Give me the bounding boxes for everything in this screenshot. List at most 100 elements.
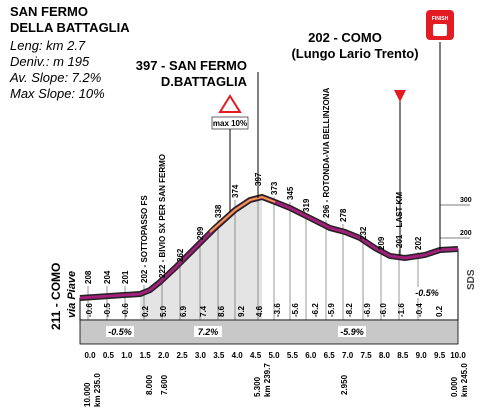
last-km-flag: [394, 90, 406, 102]
distance-label: km 239.7: [263, 363, 272, 397]
slope-label: -6.0: [379, 303, 388, 317]
slope-label: 9.2: [237, 305, 246, 317]
labels: 208 204 201 202 - SOTTOPASSO FS 222 - BIVIO …: [83, 88, 469, 407]
finish-icon-inner: [433, 24, 447, 36]
slope-label: -0.6: [121, 303, 130, 317]
slope-label: 0.2: [435, 305, 444, 317]
slope-label: -8.2: [345, 303, 354, 317]
title: SAN FERMO: [10, 4, 88, 19]
km-label: 1.0: [121, 351, 133, 360]
stat: Deniv.: m 195: [10, 54, 90, 69]
average-label: -5.9%: [340, 327, 364, 337]
distance-label: 10.000: [83, 382, 92, 407]
profile-highlight: [209, 195, 276, 233]
altitude-label: 345: [286, 186, 295, 200]
altitude-label: 202 - SOTTOPASSO FS: [140, 195, 149, 283]
finish-label: 202 - COMO: [308, 30, 382, 45]
average-box: [338, 326, 366, 337]
start-label: 211 - COMO: [49, 263, 63, 330]
km-label: 2.5: [176, 351, 188, 360]
distance-label: 8.000: [145, 374, 154, 395]
altitude-label: 209: [377, 236, 386, 250]
km-label: 6.0: [305, 351, 317, 360]
altitude-label: 397: [254, 172, 263, 186]
stat: Av. Slope: 7.2%: [9, 70, 101, 85]
slope-label: -5.6: [291, 303, 300, 317]
slope-label: -5.9: [327, 303, 336, 317]
altitude-label: 262: [176, 248, 185, 262]
slope-label: 0.2: [141, 305, 150, 317]
altitude-label: 204: [103, 270, 112, 284]
summit-label: 397 - SAN FERMO: [136, 58, 247, 73]
altitude-label: 201: [121, 270, 130, 284]
altitude-label: 373: [270, 181, 279, 195]
km-label: 0.5: [103, 351, 115, 360]
km-label: 5.0: [268, 351, 280, 360]
km-label: 8.5: [397, 351, 409, 360]
slope-label: 6.9: [179, 305, 188, 317]
profile-line: [79, 195, 459, 300]
km-label: 3.0: [195, 351, 207, 360]
km-label: 4.0: [232, 351, 244, 360]
distance-label: 7.600: [160, 374, 169, 395]
stat: Leng: km 2.7: [10, 38, 86, 53]
slope-label: -6.9: [363, 303, 372, 317]
average-label: 7.2%: [198, 327, 219, 337]
max-slope-box: [211, 116, 249, 130]
title: DELLA BATTAGLIA: [10, 20, 130, 35]
altitude-label: 208: [84, 270, 93, 284]
slope-label: 4.6: [255, 305, 264, 317]
km-label: 1.5: [140, 351, 152, 360]
average-label: -0.5%: [108, 327, 132, 337]
altitude-label: 232: [359, 226, 368, 240]
altitude-label: 319: [302, 198, 311, 212]
distance-label: 2.950: [340, 374, 349, 395]
km-label: 3.5: [213, 351, 225, 360]
altitude-label: 296 - ROTONDA-VIA BELLINZONA: [322, 88, 331, 218]
average-box: [194, 326, 222, 337]
slope-label: -0.5: [103, 303, 112, 317]
altitude-label: 374: [231, 184, 240, 198]
finish-label: (Lungo Lario Trento): [291, 46, 418, 61]
altitude-label: 201 - LAST KM: [395, 192, 404, 248]
warning-sign: [218, 94, 242, 113]
slope-label: 5.0: [159, 305, 168, 317]
altitude-label: 222 - BIVIO SX PER SAN FERMO: [158, 154, 167, 278]
km-label: 7.0: [342, 351, 354, 360]
distance-label: 5.300: [253, 376, 262, 397]
slope-label: -0.4: [415, 303, 424, 317]
km-label: 10.0: [450, 351, 466, 360]
average-box: [413, 287, 441, 298]
summit-label: D.BATTAGLIA: [161, 74, 248, 89]
km-label: 4.5: [250, 351, 262, 360]
max-slope-label: max 10%: [213, 119, 247, 128]
slope-label: -1.6: [397, 303, 406, 317]
altitude-label: 338: [214, 204, 223, 218]
average-box: [106, 326, 134, 337]
slope-label: -0.6: [85, 303, 94, 317]
climb-shade: [140, 197, 262, 320]
start-label: via Piave: [66, 271, 78, 318]
km-label: 5.5: [287, 351, 299, 360]
km-label: 7.5: [360, 351, 372, 360]
logo: SDS: [466, 269, 477, 290]
distance-label: km 235.0: [93, 373, 102, 407]
scale-label: 200: [460, 230, 472, 237]
stat: Max Slope: 10%: [10, 86, 105, 101]
km-label: 9.5: [434, 351, 446, 360]
km-label: 9.0: [416, 351, 428, 360]
slope-label: 7.4: [199, 305, 208, 317]
distance-label: km 245.0: [460, 363, 469, 397]
distance-label: 0.000: [450, 376, 459, 397]
slope-label: -6.2: [311, 303, 320, 317]
average-label: -0.5%: [415, 288, 439, 298]
altitude-label: 202: [414, 236, 423, 250]
altitude-label: 299: [196, 226, 205, 240]
slope-label: 8.6: [217, 305, 226, 317]
km-label: 8.0: [379, 351, 391, 360]
finish-icon-label: FINISH: [432, 16, 449, 22]
altitude-label: 278: [339, 208, 348, 222]
km-label: 0.0: [84, 351, 96, 360]
km-label: 6.5: [324, 351, 336, 360]
